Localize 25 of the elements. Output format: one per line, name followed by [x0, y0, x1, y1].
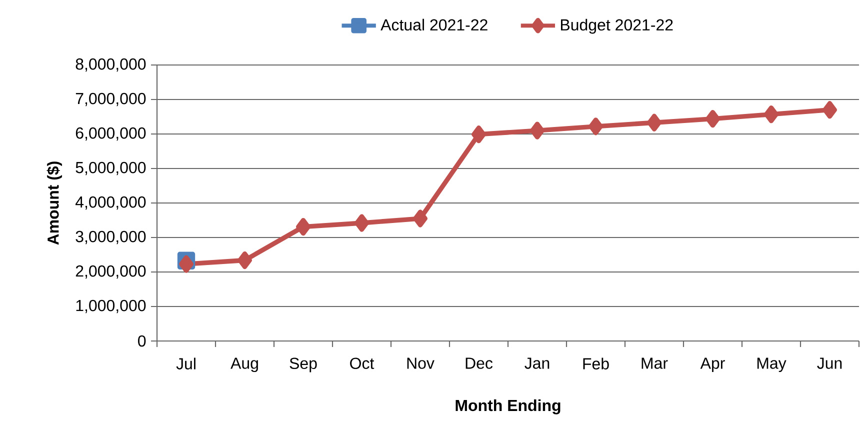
- x-tick-label: Aug: [230, 358, 258, 372]
- x-tick-label: Feb: [583, 358, 609, 370]
- y-tick-label: 7,000,000: [76, 92, 146, 106]
- y-tick-label: 3,000,000: [76, 230, 146, 244]
- y-tick-label: 2,000,000: [76, 265, 146, 279]
- y-tick-label: 0: [138, 335, 146, 347]
- y-axis-title: Amount ($): [46, 162, 62, 245]
- x-tick-label: May: [757, 358, 786, 372]
- x-tick-label: Jul: [176, 358, 196, 370]
- x-tick-label: Apr: [700, 358, 725, 372]
- y-tick-label: 6,000,000: [76, 127, 146, 141]
- x-tick-label: Oct: [350, 358, 374, 370]
- y-tick-label: 4,000,000: [75, 196, 146, 210]
- x-tick-label: Sep: [290, 358, 317, 372]
- x-tick-label: Nov: [407, 358, 434, 369]
- y-tick-label: 1,000,000: [76, 300, 146, 314]
- x-tick-label: Dec: [466, 358, 493, 369]
- x-tick-label: Jun: [817, 358, 842, 369]
- legend-label: Budget 2021-22: [561, 18, 673, 34]
- x-tick-label: Jan: [524, 358, 550, 369]
- x-tick-label: Mar: [642, 358, 668, 369]
- x-axis-title: Month Ending: [456, 399, 560, 414]
- y-tick-label: 8,000,000: [76, 58, 146, 72]
- legend-label: Actual 2021-22: [380, 18, 488, 31]
- y-tick-label: 5,000,000: [76, 162, 146, 176]
